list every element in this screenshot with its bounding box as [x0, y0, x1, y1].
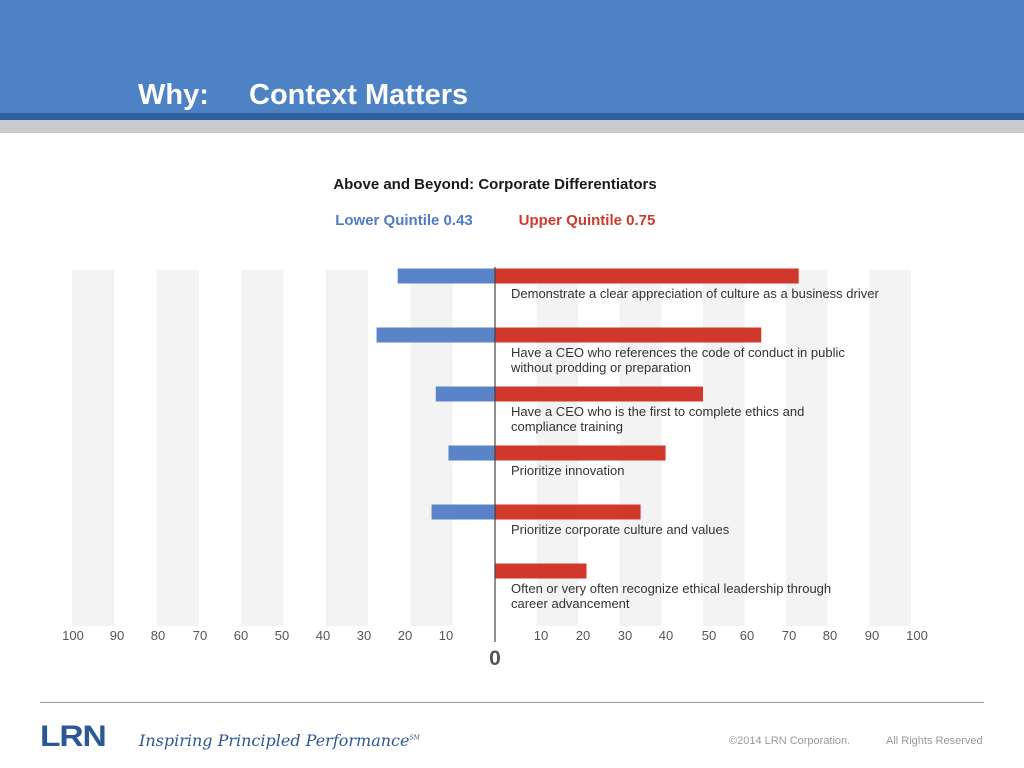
- legend-upper-quintile: Upper Quintile 0.75: [519, 212, 656, 229]
- category-label: Demonstrate a clear appreciation of cult…: [511, 286, 879, 301]
- header-stripe: [0, 113, 1024, 120]
- category-label: career advancement: [511, 596, 630, 611]
- grid-band: [410, 270, 453, 626]
- chart-title: Above and Beyond: Corporate Differentiat…: [333, 176, 656, 193]
- x-tick-label: 80: [151, 628, 165, 643]
- rights-text: All Rights Reserved: [886, 735, 983, 747]
- service-mark: SM: [409, 734, 420, 742]
- category-label: Have a CEO who is the first to complete …: [511, 404, 804, 419]
- grid-band: [869, 270, 911, 626]
- legend-lower-quintile: Lower Quintile 0.43: [335, 212, 473, 229]
- bar-upper-quintile: [495, 386, 703, 402]
- category-label: without prodding or preparation: [510, 360, 691, 375]
- lrn-logo: LRN: [40, 720, 107, 753]
- grid-band: [325, 270, 369, 626]
- grid-band: [156, 270, 199, 626]
- diverging-bar-chart: Above and Beyond: Corporate Differentiat…: [62, 176, 928, 670]
- grid-band: [241, 270, 284, 626]
- bar-upper-quintile: [495, 563, 587, 579]
- x-tick-label: 90: [110, 628, 124, 643]
- category-label: Prioritize corporate culture and values: [511, 522, 730, 537]
- x-tick-label: 90: [865, 628, 879, 643]
- x-tick-label: 30: [357, 628, 371, 643]
- footer-logo: LRN Inspiring Principled PerformanceSM: [40, 720, 420, 756]
- bar-lower-quintile: [431, 504, 495, 520]
- x-tick-label: 70: [193, 628, 207, 643]
- tagline-text: Inspiring Principled Performance: [139, 731, 410, 750]
- slide-title-prefix: Why:: [138, 79, 209, 111]
- x-tick-label: 70: [782, 628, 796, 643]
- x-tick-label: 80: [823, 628, 837, 643]
- bar-lower-quintile: [376, 327, 495, 343]
- x-tick-label: 60: [740, 628, 754, 643]
- x-tick-label: 50: [275, 628, 289, 643]
- bar-upper-quintile: [495, 445, 666, 461]
- x-axis-ticks: 100 90 80 70 60 50 40 30 20 10 10 20 30 40 50 60 70 80 90 1…: [62, 628, 928, 643]
- x-tick-label: 50: [702, 628, 716, 643]
- x-tick-label: 10: [534, 628, 548, 643]
- x-tick-label: 30: [618, 628, 632, 643]
- zero-label: 0: [489, 647, 501, 670]
- bar-upper-quintile: [495, 327, 762, 343]
- copyright-text: ©2014 LRN Corporation.: [729, 735, 851, 747]
- x-tick-label: 20: [398, 628, 412, 643]
- grid-band: [786, 270, 828, 626]
- bar-lower-quintile: [397, 268, 495, 284]
- category-label: compliance training: [511, 419, 623, 434]
- category-label: Often or very often recognize ethical le…: [511, 581, 831, 596]
- bars: [376, 268, 799, 579]
- bar-upper-quintile: [495, 504, 641, 520]
- x-tick-label: 100: [62, 628, 84, 643]
- slide-title: Context Matters: [249, 79, 469, 111]
- bar-lower-quintile: [448, 445, 495, 461]
- x-tick-label: 40: [659, 628, 673, 643]
- x-tick-label: 100: [906, 628, 928, 643]
- bar-upper-quintile: [495, 268, 799, 284]
- x-tick-label: 10: [439, 628, 453, 643]
- tagline: Inspiring Principled PerformanceSM: [139, 731, 420, 750]
- header-underline: [0, 120, 1024, 133]
- grid-band: [703, 270, 745, 626]
- category-labels: Demonstrate a clear appreciation of cult…: [510, 286, 879, 611]
- footer-divider: [40, 702, 984, 703]
- category-label: Prioritize innovation: [511, 463, 624, 478]
- header-band: [0, 0, 1024, 113]
- category-label: Have a CEO who references the code of co…: [511, 345, 845, 360]
- bar-lower-quintile: [435, 386, 495, 402]
- x-tick-label: 20: [576, 628, 590, 643]
- x-tick-label: 60: [234, 628, 248, 643]
- grid-band: [72, 270, 115, 626]
- x-tick-label: 40: [316, 628, 330, 643]
- grid-bands: [72, 270, 911, 626]
